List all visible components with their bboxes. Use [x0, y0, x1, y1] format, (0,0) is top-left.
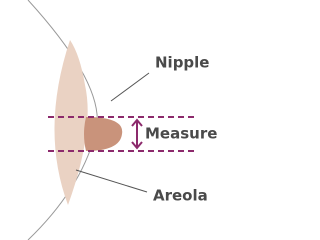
nipple-shape: [84, 117, 122, 151]
areola-label: Areola: [153, 187, 208, 205]
areola-shape: [54, 40, 87, 205]
measure-label: Measure: [145, 125, 217, 143]
areola-leader: [76, 170, 147, 192]
nipple-label: Nipple: [155, 54, 210, 72]
nipple-leader: [111, 73, 149, 101]
diagram: Nipple Measure Areola: [0, 0, 248, 240]
